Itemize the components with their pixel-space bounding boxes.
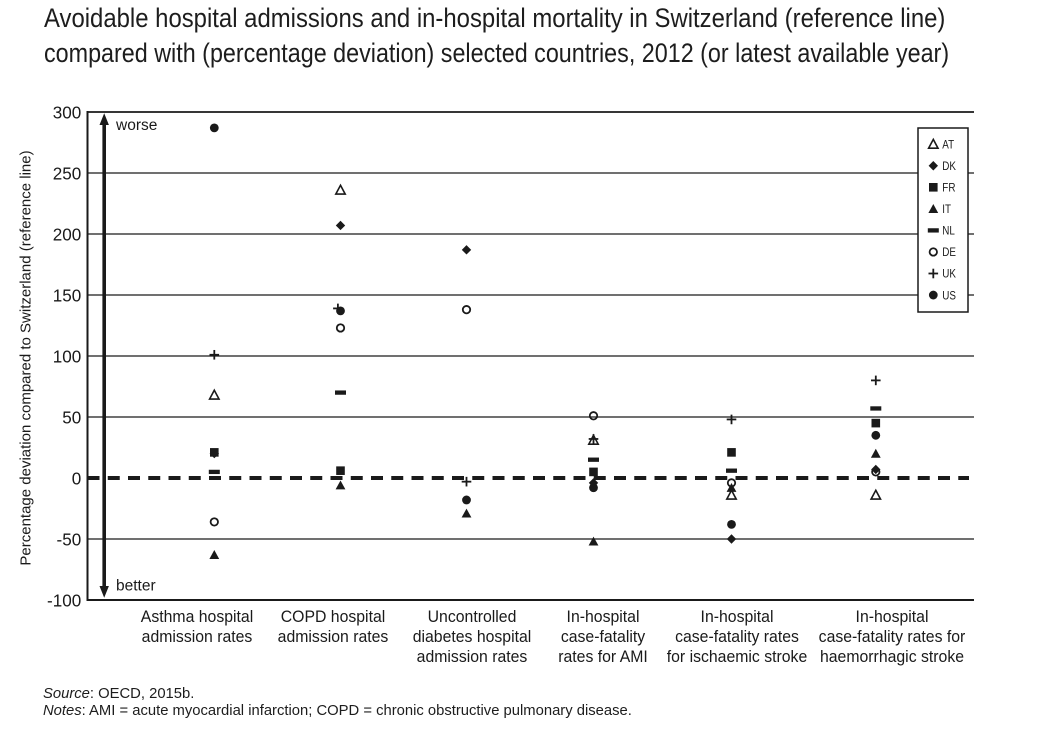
y-axis-title: Percentage deviation compared to Switzer…	[18, 150, 35, 565]
annotation-better: better	[116, 578, 156, 595]
marker-UK-cat1	[209, 349, 220, 360]
x-category-label-2: COPD hospital admission rates	[278, 608, 389, 646]
marker-FR-cat1	[210, 448, 219, 457]
legend-box	[917, 127, 969, 313]
marker-US-cat2	[336, 306, 345, 316]
marker-US-cat4	[589, 483, 598, 493]
marker-DE-cat5	[726, 478, 737, 488]
y-tick-label-0: 0	[72, 468, 82, 488]
source-label: Source	[43, 686, 90, 702]
marker-FR-cat4	[589, 467, 598, 477]
marker-FR-cat5	[727, 448, 736, 457]
marker-DE-cat4	[588, 411, 599, 421]
notes-text: : AMI = acute myocardial infarction; COP…	[81, 703, 632, 719]
legend-label-UK: UK	[942, 268, 956, 281]
legend-label-IT: IT	[942, 203, 951, 216]
marker-UK-cat6	[871, 375, 881, 386]
y-tick-label--50: -50	[57, 529, 82, 549]
marker-IT-cat2	[335, 480, 346, 490]
chart-footnote: Source: OECD, 2015b. Notes: AMI = acute …	[43, 686, 632, 720]
marker-IT-cat3	[461, 508, 472, 518]
marker-AT-cat5	[725, 488, 738, 500]
x-category-label-1: Asthma hospital admission rates	[141, 608, 253, 646]
marker-IT-cat4	[588, 536, 599, 546]
marker-NL-cat5	[726, 468, 737, 473]
chart-title-line2: compared with (percentage deviation) sel…	[44, 38, 950, 68]
x-category-label-6: In-hospital case-fatality rates for haemor…	[819, 608, 966, 666]
marker-US-cat5	[727, 519, 736, 529]
marker-NL-cat4	[588, 457, 599, 462]
marker-FR-cat6	[871, 418, 881, 428]
legend-label-AT: AT	[942, 139, 954, 152]
marker-NL-cat1	[208, 469, 220, 475]
marker-US-cat3	[462, 495, 471, 505]
marker-US-cat1	[209, 123, 219, 133]
arrow-head-up-icon	[99, 113, 109, 125]
marker-NL-cat6	[870, 406, 882, 411]
marker-DE-cat2	[335, 323, 346, 333]
legend-marker-UK	[928, 268, 939, 279]
marker-US-cat6	[871, 430, 881, 440]
y-tick-label-250: 250	[53, 163, 82, 183]
legend-marker-AT	[927, 137, 940, 149]
marker-UK-cat5	[726, 414, 737, 425]
marker-DE-cat1	[209, 517, 219, 527]
y-tick-label-100: 100	[53, 346, 82, 366]
legend-marker-FR	[929, 183, 938, 192]
y-tick-label--100: -100	[47, 590, 81, 610]
legend-label-FR: FR	[942, 182, 955, 195]
marker-IT-cat1	[209, 550, 220, 559]
legend-marker-NL	[927, 228, 939, 233]
marker-DE-cat3	[461, 305, 472, 315]
marker-DE-cat6	[871, 467, 881, 477]
marker-AT-cat6	[869, 488, 882, 500]
marker-UK-cat3	[461, 476, 472, 487]
arrow-head-down-icon	[99, 586, 109, 598]
marker-FR-cat2	[336, 466, 345, 475]
legend-marker-IT	[928, 204, 939, 213]
annotation-worse: worse	[115, 117, 157, 134]
legend-marker-US	[928, 290, 938, 300]
source-line: Source: OECD, 2015b.	[43, 686, 632, 703]
x-category-label-5: In-hospital case-fatality rates for ischae…	[667, 608, 808, 666]
notes-label: Notes	[43, 703, 82, 719]
notes-line: Notes: AMI = acute myocardial infarction…	[43, 703, 632, 720]
marker-AT-cat1	[208, 388, 221, 400]
marker-DK-cat2	[335, 220, 346, 231]
marker-NL-cat2	[335, 390, 346, 395]
x-category-label-3: Uncontrolled diabetes hospital admission r…	[413, 608, 532, 666]
marker-DK-cat3	[461, 245, 472, 255]
chart-title-line1: Avoidable hospital admissions and in-hos…	[44, 3, 946, 33]
legend-marker-DE	[928, 247, 938, 257]
legend-label-DE: DE	[942, 246, 956, 259]
y-tick-label-50: 50	[62, 407, 81, 427]
y-tick-label-150: 150	[53, 285, 82, 305]
chart-title: Avoidable hospital admissions and in-hos…	[44, 1, 1054, 71]
source-text: : OECD, 2015b.	[89, 686, 195, 702]
marker-DK-cat5	[726, 534, 737, 544]
legend-label-US: US	[942, 290, 956, 303]
x-category-label-4: In-hospital case-fatality rates for AMI	[558, 608, 648, 666]
marker-AT-cat2	[334, 183, 347, 195]
legend-label-NL: NL	[942, 225, 955, 238]
legend-label-DK: DK	[942, 160, 956, 173]
y-tick-label-200: 200	[53, 224, 82, 244]
marker-UK-cat4	[588, 434, 599, 444]
y-tick-label-300: 300	[53, 102, 82, 122]
marker-IT-cat6	[870, 448, 881, 458]
legend-marker-DK	[928, 161, 938, 171]
marker-DK-cat6	[871, 464, 881, 475]
